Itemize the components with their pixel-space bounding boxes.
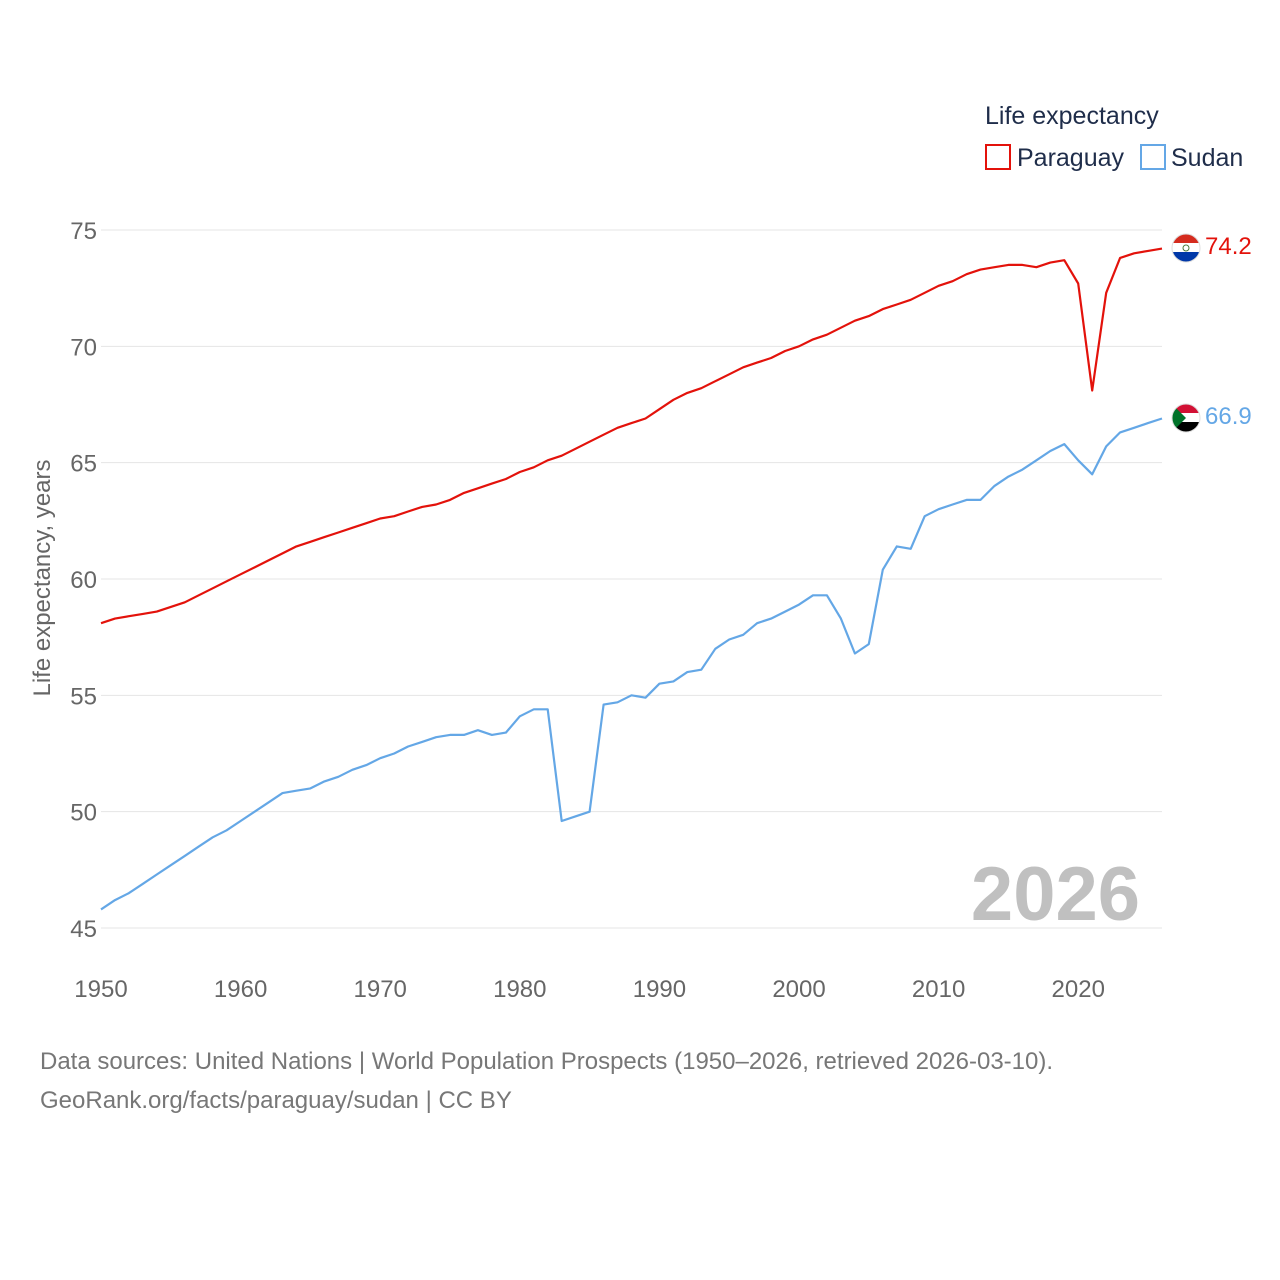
year-watermark: 2026	[971, 852, 1140, 937]
end-value-paraguay: 74.2	[1205, 233, 1252, 260]
source-url-line[interactable]: GeoRank.org/facts/paraguay/sudan | CC BY	[40, 1087, 512, 1114]
y-axis-title: Life expectancy, years	[29, 459, 56, 696]
x-tick-label-1990: 1990	[633, 976, 686, 1003]
y-tick-label-70: 70	[70, 334, 97, 361]
x-tick-label-2020: 2020	[1052, 976, 1105, 1003]
legend-item-sudan[interactable]: Sudan	[1140, 144, 1243, 172]
legend-title: Life expectancy	[985, 102, 1159, 130]
legend-item-paraguay[interactable]: Paraguay	[985, 144, 1125, 172]
legend-label-paraguay: Paraguay	[1017, 144, 1125, 172]
x-tick-label-2000: 2000	[772, 976, 825, 1003]
x-tick-label-1970: 1970	[354, 976, 407, 1003]
y-tick-label-50: 50	[70, 800, 97, 827]
y-axis: 45 50 55 60 65 70 75	[70, 218, 97, 943]
source-footer: Data sources: United Nations | World Pop…	[40, 1042, 1240, 1120]
y-tick-label-55: 55	[70, 683, 97, 710]
x-tick-label-1980: 1980	[493, 976, 546, 1003]
paraguay-flag-icon	[1171, 233, 1201, 263]
data-sources-line: Data sources: United Nations | World Pop…	[40, 1048, 1054, 1075]
line-chart: 45 50 55 60 65 70 75 1950 1960 1970 1980 1990 2000 2…	[29, 102, 1252, 1003]
legend-swatch-sudan	[1140, 144, 1166, 170]
gridlines	[101, 229, 1162, 929]
end-value-sudan: 66.9	[1205, 403, 1252, 430]
series-line-sudan	[100, 417, 1163, 911]
x-tick-label-2010: 2010	[912, 976, 965, 1003]
y-tick-label-60: 60	[70, 567, 97, 594]
legend-label-sudan: Sudan	[1171, 144, 1243, 172]
series-line-paraguay	[100, 247, 1163, 625]
legend: Life expectancy Paraguay Sudan	[985, 102, 1243, 172]
x-axis: 1950 1960 1970 1980 1990 2000 2010 2020	[74, 976, 1105, 1003]
x-tick-label-1960: 1960	[214, 976, 267, 1003]
legend-swatch-paraguay	[985, 144, 1011, 170]
y-tick-label-65: 65	[70, 451, 97, 478]
y-tick-label-75: 75	[70, 218, 97, 245]
x-tick-label-1950: 1950	[74, 976, 127, 1003]
sudan-flag-icon	[1171, 403, 1201, 433]
y-tick-label-45: 45	[70, 916, 97, 943]
series-lines	[100, 247, 1163, 911]
